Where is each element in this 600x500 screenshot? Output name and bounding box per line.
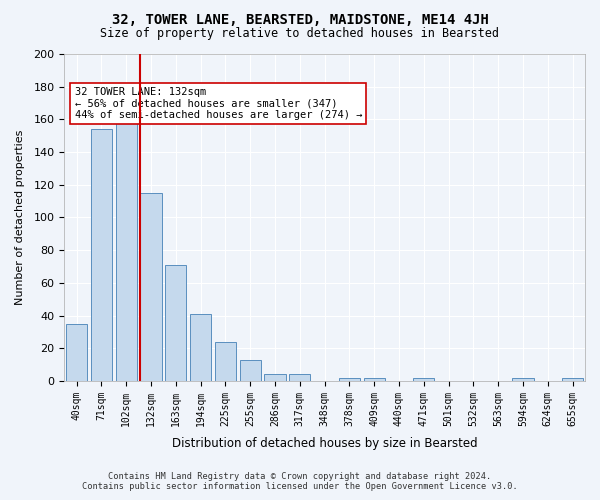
Bar	[265, 374, 286, 381]
Text: Contains HM Land Registry data © Crown copyright and database right 2024.
Contai: Contains HM Land Registry data © Crown c…	[82, 472, 518, 491]
Bar	[215, 342, 236, 381]
Bar	[339, 378, 360, 381]
Bar	[289, 374, 310, 381]
X-axis label: Distribution of detached houses by size in Bearsted: Distribution of detached houses by size …	[172, 437, 478, 450]
Bar	[190, 314, 211, 381]
Bar	[66, 324, 87, 381]
Bar	[140, 193, 161, 381]
Bar	[512, 378, 533, 381]
Bar	[413, 378, 434, 381]
Bar	[91, 129, 112, 381]
Bar	[562, 378, 583, 381]
Bar	[116, 111, 137, 381]
Bar	[364, 378, 385, 381]
Bar	[165, 265, 187, 381]
Bar	[239, 360, 261, 381]
Text: 32, TOWER LANE, BEARSTED, MAIDSTONE, ME14 4JH: 32, TOWER LANE, BEARSTED, MAIDSTONE, ME1…	[112, 12, 488, 26]
Text: Size of property relative to detached houses in Bearsted: Size of property relative to detached ho…	[101, 28, 499, 40]
Text: 32 TOWER LANE: 132sqm
← 56% of detached houses are smaller (347)
44% of semi-det: 32 TOWER LANE: 132sqm ← 56% of detached …	[74, 86, 362, 120]
Y-axis label: Number of detached properties: Number of detached properties	[15, 130, 25, 305]
